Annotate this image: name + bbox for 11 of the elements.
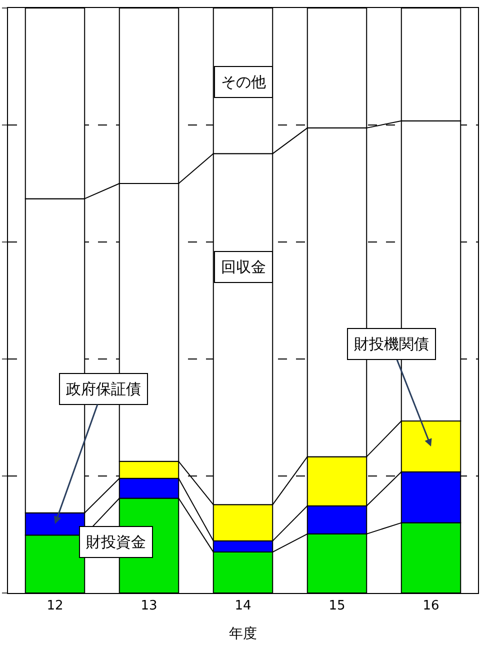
series-label: 財投資金 <box>86 533 146 551</box>
text: 政府保証債 <box>66 380 141 398</box>
x-tick-label: 13 <box>140 598 158 614</box>
text: 財投機関債 <box>354 335 429 353</box>
x-axis-title: 年度 <box>229 626 257 642</box>
x-tick-label: 16 <box>422 598 440 614</box>
x-tick-label: 12 <box>46 598 64 614</box>
series-label: 回収金 <box>221 258 266 276</box>
x-tick-label: 15 <box>328 598 346 614</box>
series-label: その他 <box>221 73 266 91</box>
x-tick-label: 14 <box>234 598 252 614</box>
